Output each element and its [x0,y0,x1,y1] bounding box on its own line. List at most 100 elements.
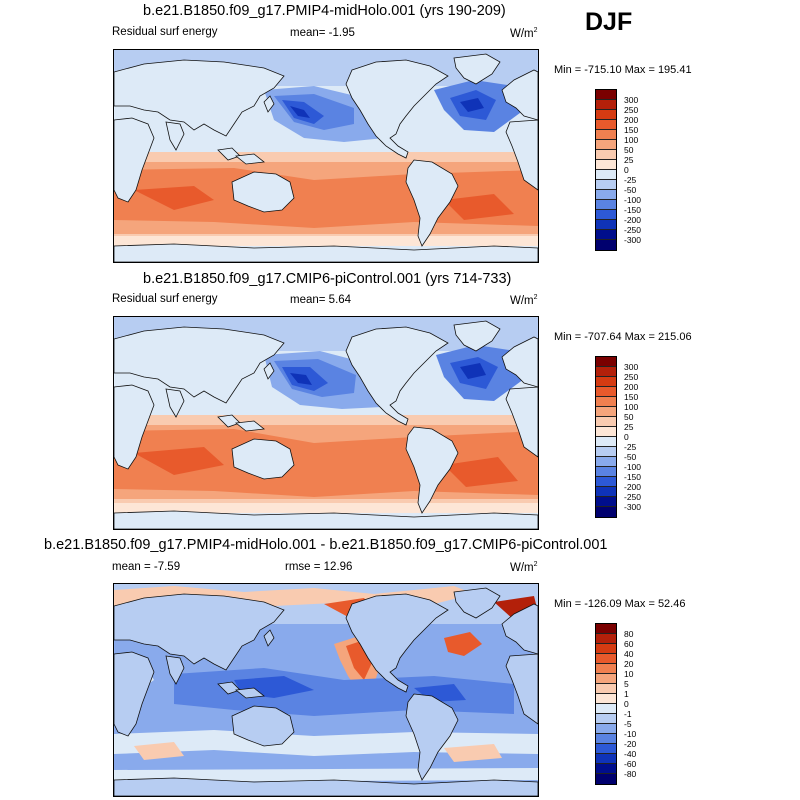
panel2-map [113,316,539,530]
colorbar-tick-label: -40 [624,749,637,759]
panel3-colorbar [595,623,617,785]
season-label: DJF [585,8,633,36]
colorbar-tick-label: 100 [624,402,639,412]
panel3-rmse-label: rmse = 12.96 [285,561,353,573]
colorbar-swatch [596,190,616,200]
colorbar-tick-label: -25 [624,175,637,185]
colorbar-swatch [596,624,616,634]
colorbar-tick-label: -50 [624,452,637,462]
colorbar-swatch [596,734,616,744]
colorbar-swatch [596,417,616,427]
colorbar-swatch [596,407,616,417]
panel2-colorbar [595,356,617,518]
colorbar-swatch [596,367,616,377]
panel1-title: b.e21.B1850.f09_g17.PMIP4-midHolo.001 (y… [143,3,506,19]
colorbar-tick-label: -5 [624,719,632,729]
colorbar-tick-label: 150 [624,125,639,135]
panel2-map-graphic [114,317,538,529]
colorbar-tick-label: -10 [624,729,637,739]
colorbar-swatch [596,90,616,100]
colorbar-tick-label: -250 [624,492,642,502]
panel3-map [113,583,539,797]
colorbar-swatch [596,477,616,487]
colorbar-tick-label: 0 [624,165,629,175]
colorbar-tick-label: 250 [624,105,639,115]
colorbar-swatch [596,714,616,724]
colorbar-tick-label: 25 [624,155,634,165]
colorbar-tick-label: -25 [624,442,637,452]
colorbar-swatch [596,507,616,517]
colorbar-tick-label: -200 [624,215,642,225]
colorbar-swatch [596,457,616,467]
panel1-map [113,49,539,263]
colorbar-tick-label: -150 [624,205,642,215]
panel2-variable-label: Residual surf energy [112,293,218,305]
colorbar-swatch [596,467,616,477]
colorbar-tick-label: -150 [624,472,642,482]
colorbar-tick-label: 40 [624,649,634,659]
colorbar-swatch [596,754,616,764]
colorbar-swatch [596,110,616,120]
colorbar-tick-label: -200 [624,482,642,492]
colorbar-swatch [596,150,616,160]
colorbar-tick-label: 300 [624,95,639,105]
colorbar-tick-label: 50 [624,145,634,155]
colorbar-tick-label: 20 [624,659,634,669]
colorbar-swatch [596,220,616,230]
colorbar-tick-label: 0 [624,432,629,442]
colorbar-swatch [596,387,616,397]
colorbar-swatch [596,764,616,774]
colorbar-tick-label: 250 [624,372,639,382]
colorbar-swatch [596,674,616,684]
colorbar-tick-label: 300 [624,362,639,372]
panel2-mean-label: mean= 5.64 [290,294,352,306]
panel2-units: W/m2 [510,294,538,307]
colorbar-swatch [596,100,616,110]
colorbar-swatch [596,397,616,407]
panel2-title: b.e21.B1850.f09_g17.CMIP6-piControl.001 … [143,271,512,287]
colorbar-swatch [596,774,616,784]
colorbar-swatch [596,704,616,714]
panel3-map-graphic [114,584,538,796]
panel1-minmax: Min = -715.10 Max = 195.41 [554,64,692,76]
colorbar-tick-label: -250 [624,225,642,235]
colorbar-swatch [596,654,616,664]
colorbar-swatch [596,160,616,170]
colorbar-tick-label: -60 [624,759,637,769]
colorbar-swatch [596,200,616,210]
colorbar-swatch [596,140,616,150]
panel1-units: W/m2 [510,27,538,40]
colorbar-swatch [596,437,616,447]
colorbar-swatch [596,487,616,497]
colorbar-swatch [596,120,616,130]
colorbar-tick-label: 25 [624,422,634,432]
panel3-units: W/m2 [510,561,538,574]
colorbar-tick-label: -80 [624,769,637,779]
panel1-colorbar [595,89,617,251]
colorbar-tick-label: -1 [624,709,632,719]
panel3-mean-label: mean = -7.59 [112,561,181,573]
colorbar-swatch [596,634,616,644]
panel2-minmax: Min = -707.64 Max = 215.06 [554,331,692,343]
colorbar-swatch [596,180,616,190]
colorbar-tick-label: 60 [624,639,634,649]
panel3-minmax: Min = -126.09 Max = 52.46 [554,598,686,610]
colorbar-swatch [596,230,616,240]
panel1-variable-label: Residual surf energy [112,26,218,38]
colorbar-tick-label: 1 [624,689,629,699]
colorbar-tick-label: 150 [624,392,639,402]
panel1-map-graphic [114,50,538,262]
colorbar-swatch [596,357,616,367]
colorbar-tick-label: 80 [624,629,634,639]
colorbar-swatch [596,694,616,704]
colorbar-tick-label: -100 [624,462,642,472]
colorbar-tick-label: 50 [624,412,634,422]
colorbar-tick-label: -20 [624,739,637,749]
colorbar-swatch [596,377,616,387]
colorbar-swatch [596,130,616,140]
colorbar-tick-label: 100 [624,135,639,145]
colorbar-tick-label: 200 [624,382,639,392]
colorbar-tick-label: -300 [624,235,642,245]
colorbar-tick-label: -50 [624,185,637,195]
colorbar-tick-label: 10 [624,669,634,679]
